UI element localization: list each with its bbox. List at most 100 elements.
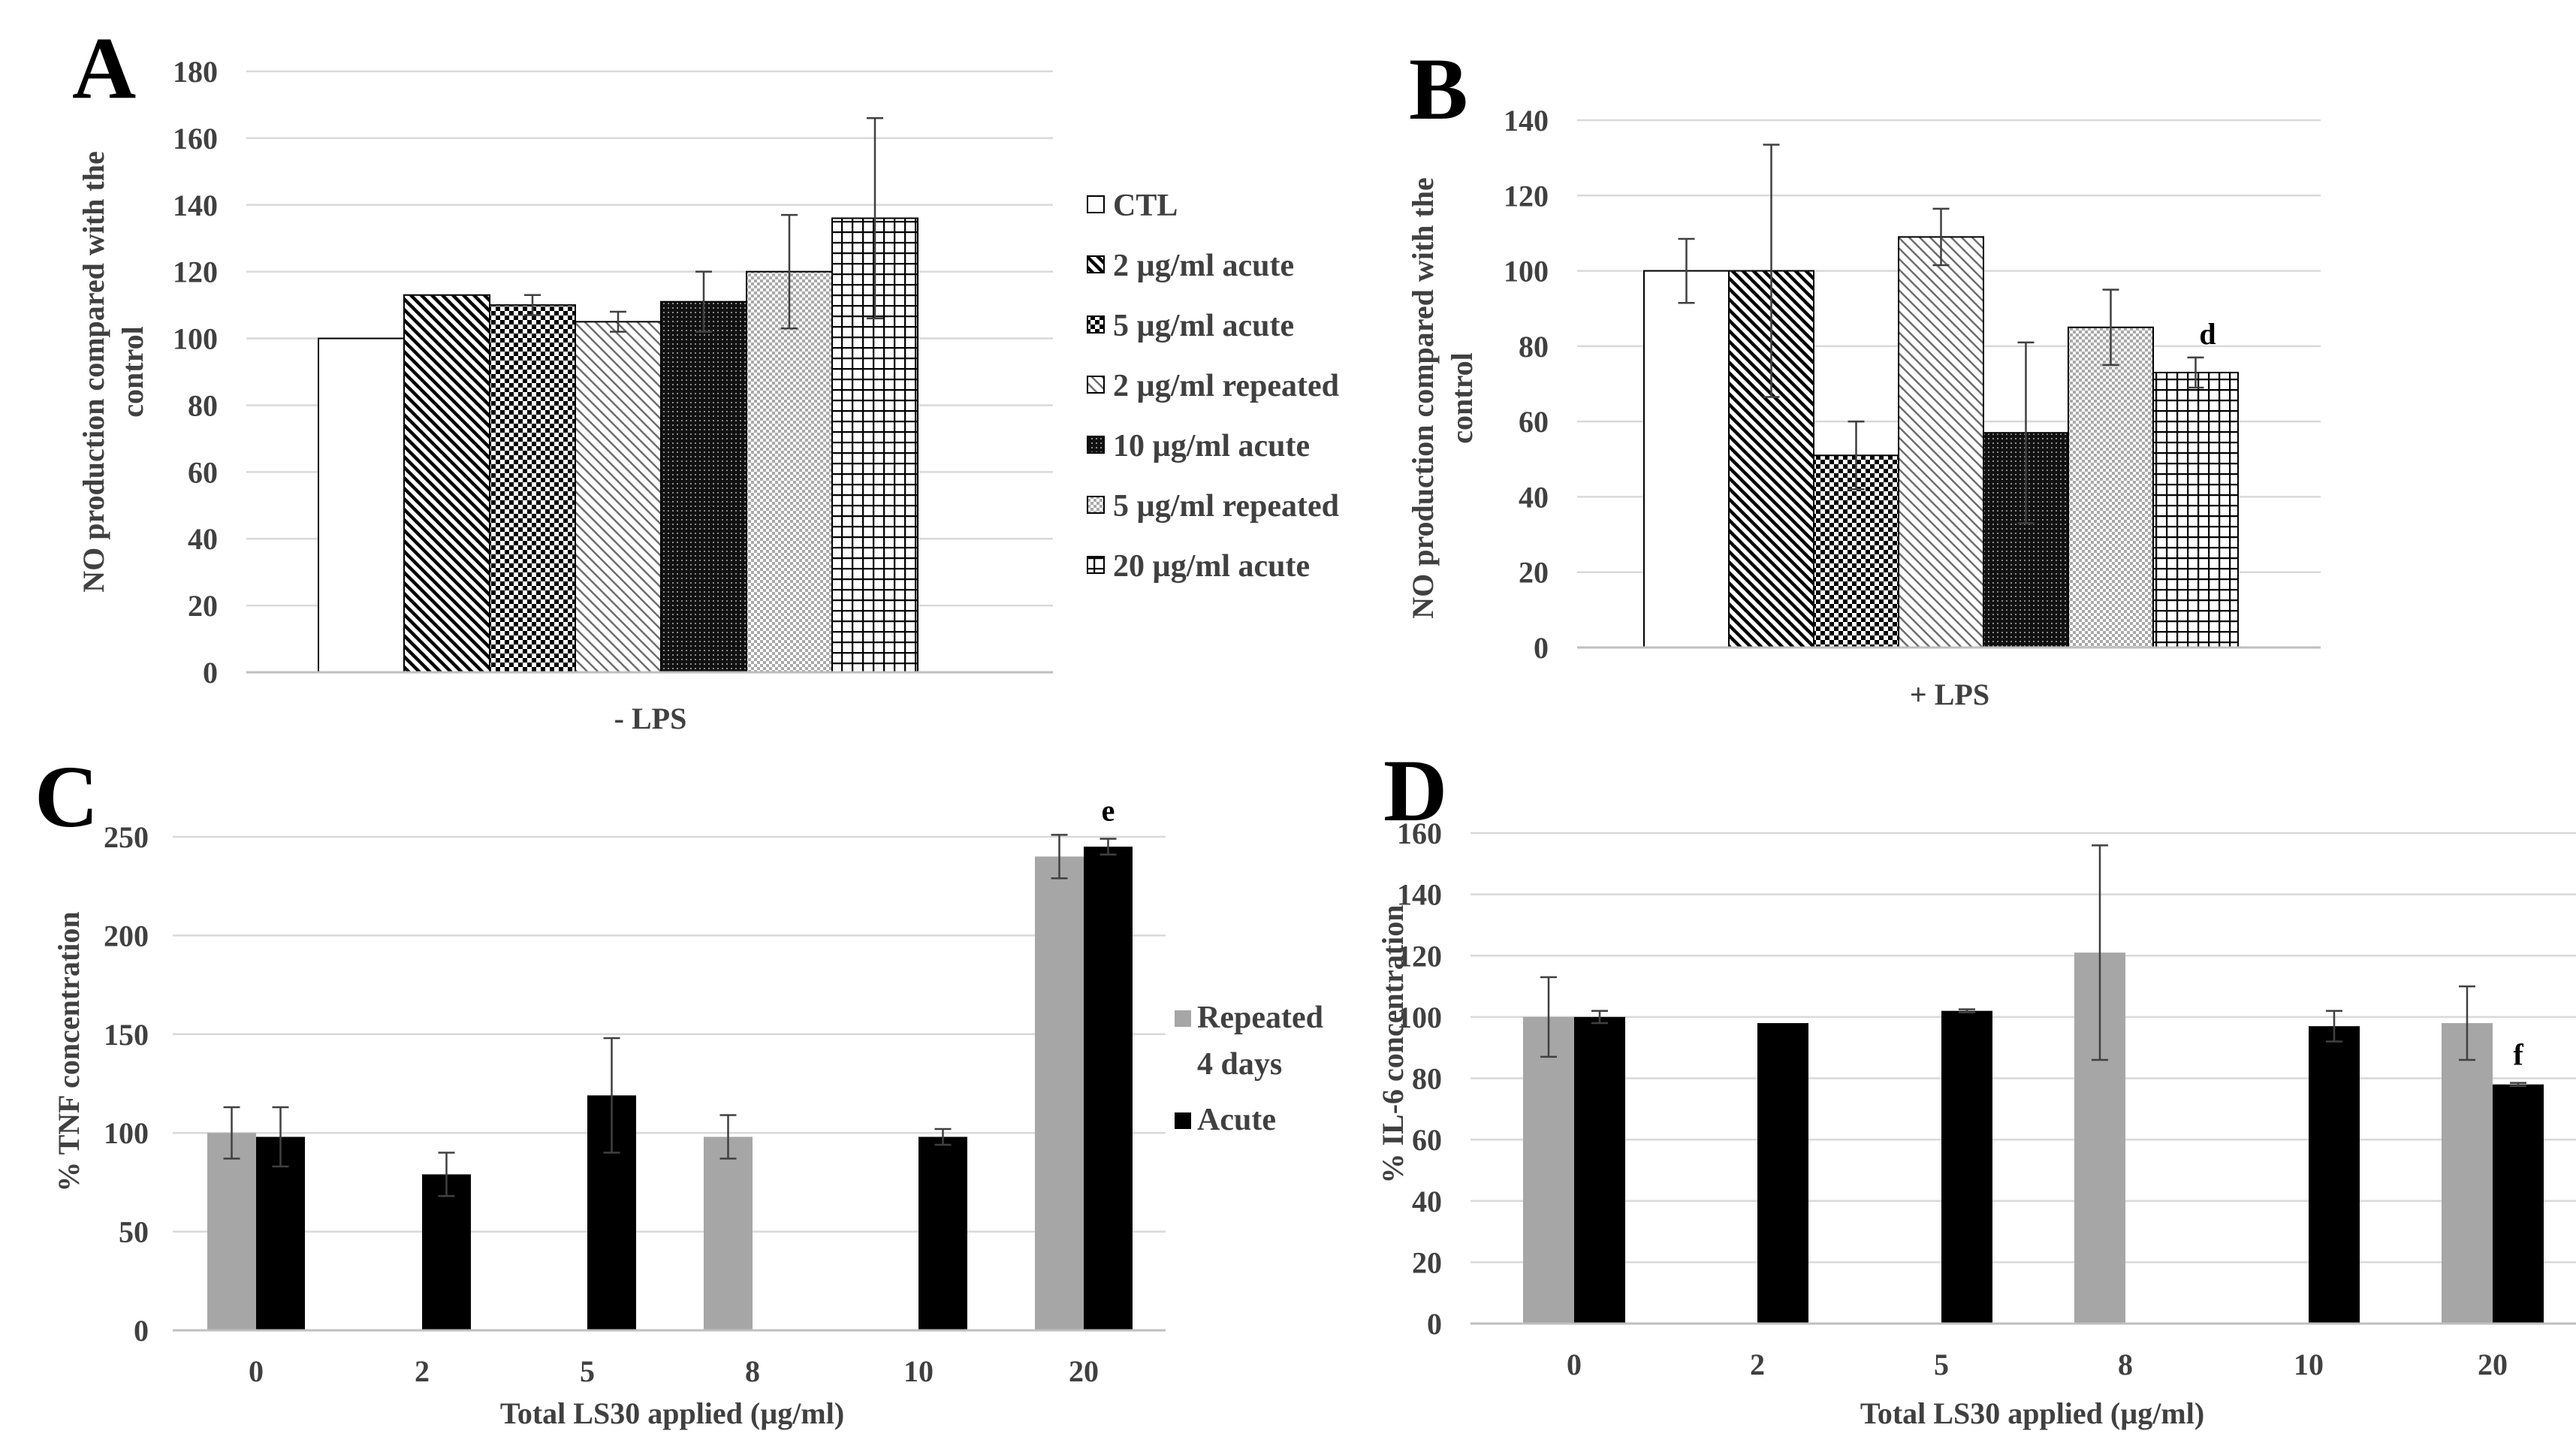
y-tick-label: 180 <box>173 55 218 89</box>
bar-acute <box>1757 1023 1808 1324</box>
panel-c-gridlines <box>173 835 1166 1233</box>
panel-d-x-label: Total LS30 applied (µg/ml) <box>1860 1396 2204 1430</box>
panel-a-bars <box>318 116 918 673</box>
panel-c-y-ticks: 0 50 100 150 200 250 <box>104 820 149 1348</box>
panel-d-x-ticks: 0 2 5 8 10 20 <box>1567 1348 2508 1381</box>
y-tick-label: 100 <box>1397 1001 1442 1034</box>
legend-swatch <box>1087 376 1105 394</box>
panel-letter-d: D <box>1383 741 1447 840</box>
y-tick-label: 80 <box>188 388 218 422</box>
x-tick-label: 0 <box>249 1354 264 1388</box>
bar-acute <box>256 1137 305 1330</box>
y-tick-label: 120 <box>173 255 218 289</box>
panel-c-bars: e <box>207 794 1133 1330</box>
y-tick-label: 120 <box>1397 939 1442 973</box>
y-tick-label: 20 <box>1519 556 1549 590</box>
bar <box>318 337 405 673</box>
panel-b-category-label: + LPS <box>1910 678 1989 711</box>
panel-c-legend: Repeated 4 days Acute <box>1175 1001 1323 1137</box>
panel-d-chart: 0 20 40 60 80 100 120 140 160 0 2 5 8 10 20 f Total L… <box>1376 817 2576 1430</box>
panel-d-y-ticks: 0 20 40 60 80 100 120 140 160 <box>1397 817 1442 1341</box>
legend-label: 5 µg/ml acute <box>1113 309 1294 343</box>
legend-swatch <box>1087 315 1105 334</box>
legend-swatch <box>1087 496 1105 514</box>
bar-acute <box>918 1137 967 1330</box>
y-tick-label: 250 <box>104 820 149 854</box>
legend-swatch <box>1087 195 1105 213</box>
bar-acute <box>1574 1016 1625 1324</box>
legend-label: 2 µg/ml acute <box>1113 249 1294 283</box>
bar <box>746 270 833 673</box>
y-tick-label: 100 <box>104 1116 149 1150</box>
x-tick-label: 2 <box>415 1354 430 1388</box>
legend-swatch <box>1087 255 1105 273</box>
y-tick-label: 20 <box>1412 1245 1442 1279</box>
panel-b-bars: d <box>1643 143 2239 649</box>
y-tick-label: 140 <box>173 189 218 222</box>
legend-label-acute: Acute <box>1197 1103 1276 1137</box>
y-tick-label: 0 <box>134 1314 149 1348</box>
bar <box>660 300 747 673</box>
bar-acute <box>2493 1084 2544 1324</box>
panel-a-y-ticks: 0 20 40 60 80 100 120 140 160 180 <box>173 55 218 690</box>
y-tick-label: 0 <box>1427 1307 1442 1341</box>
legend-label: 20 µg/ml acute <box>1113 549 1310 584</box>
y-tick-label: 40 <box>188 522 218 556</box>
bar-acute <box>1084 847 1133 1330</box>
panel-c-x-ticks: 0 2 5 8 10 20 <box>249 1354 1099 1388</box>
panel-b-y-label-line1: NO production compared with the <box>1406 177 1440 618</box>
y-tick-label: 140 <box>1504 104 1549 137</box>
panel-b-y-ticks: 0 20 40 60 80 100 120 140 <box>1504 104 1549 665</box>
significance-label: f <box>2513 1038 2523 1072</box>
bar-repeated <box>1035 856 1084 1330</box>
legend-swatch <box>1087 436 1105 454</box>
y-tick-label: 60 <box>1519 405 1549 439</box>
x-tick-label: 20 <box>2478 1348 2508 1381</box>
bar-repeated <box>207 1133 256 1330</box>
y-tick-label: 20 <box>188 589 218 623</box>
y-tick-label: 60 <box>1412 1123 1442 1157</box>
y-tick-label: 160 <box>1397 817 1442 850</box>
y-tick-label: 80 <box>1412 1062 1442 1096</box>
panel-a-y-label-line1: NO production compared with the <box>77 151 110 592</box>
panel-c-x-label: Total LS30 applied (µg/ml) <box>500 1396 844 1430</box>
bar-repeated <box>2442 1023 2493 1324</box>
y-tick-label: 100 <box>173 322 218 356</box>
x-tick-label: 20 <box>1069 1354 1099 1388</box>
panel-letter-b: B <box>1409 40 1468 138</box>
bar <box>489 304 576 673</box>
y-tick-label: 0 <box>203 656 218 690</box>
legend-label-repeated-line2: 4 days <box>1197 1047 1282 1082</box>
y-tick-label: 80 <box>1519 330 1549 364</box>
panel-a-category-label: - LPS <box>614 702 687 735</box>
legend-swatch-acute <box>1175 1112 1191 1129</box>
legend-label: CTL <box>1113 189 1178 223</box>
panel-a-y-label-line2: control <box>116 326 149 417</box>
y-tick-label: 60 <box>188 455 218 489</box>
panel-c-y-label: % TNF concentration <box>52 911 86 1191</box>
panel-letter-c: C <box>35 747 98 846</box>
x-tick-label: 10 <box>2294 1348 2324 1381</box>
panel-a-chart: 0 20 40 60 80 100 120 140 160 180 - LPS NO produc… <box>77 55 1339 735</box>
bar-acute <box>2309 1026 2360 1324</box>
x-tick-label: 10 <box>903 1354 934 1388</box>
y-tick-label: 160 <box>173 122 218 155</box>
y-tick-label: 140 <box>1397 878 1442 912</box>
bar <box>2152 371 2239 648</box>
bar-repeated <box>704 1137 753 1330</box>
panel-d-bars: f <box>1523 844 2544 1324</box>
bar <box>403 294 490 673</box>
panel-a-legend: CTL 2 µg/ml acute 5 µg/ml acute 2 µg/ml rep… <box>1087 189 1339 584</box>
y-tick-label: 200 <box>104 919 149 952</box>
x-tick-label: 8 <box>2118 1348 2133 1381</box>
y-tick-label: 120 <box>1504 179 1549 213</box>
bar <box>1643 270 1730 648</box>
y-tick-label: 40 <box>1519 480 1549 514</box>
x-tick-label: 5 <box>1934 1348 1949 1381</box>
legend-swatch-repeated <box>1175 1010 1191 1027</box>
significance-label: e <box>1102 794 1115 828</box>
y-tick-label: 100 <box>1504 255 1549 288</box>
legend-label-repeated-line1: Repeated <box>1197 1001 1323 1035</box>
legend-label: 5 µg/ml repeated <box>1113 489 1339 524</box>
